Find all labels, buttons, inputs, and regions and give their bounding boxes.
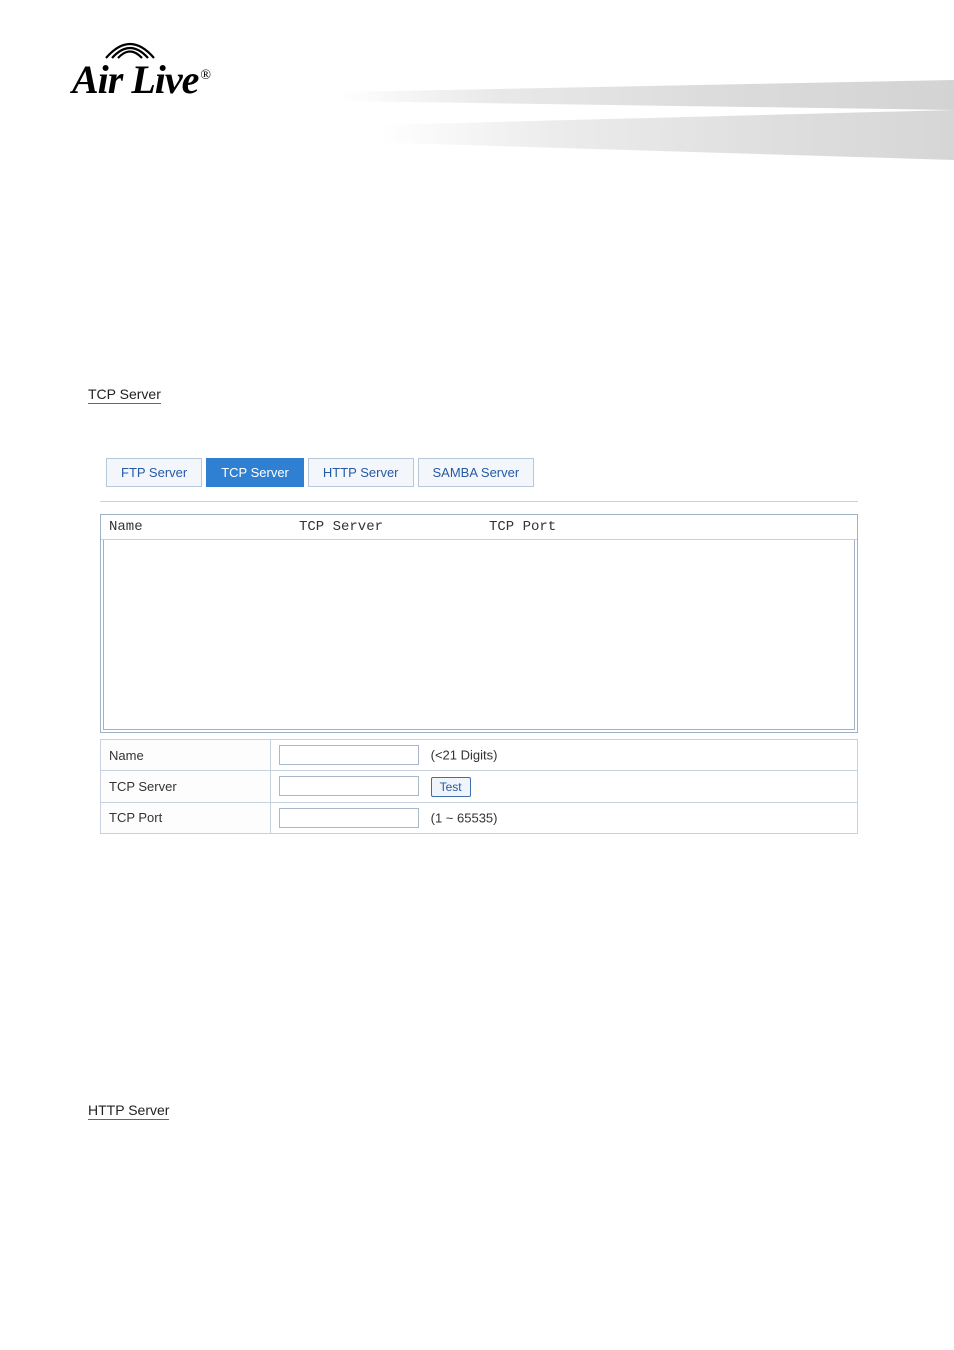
listbox-col-tcpport: TCP Port xyxy=(489,519,849,535)
section-title-tcp: TCP Server xyxy=(88,386,161,404)
label-name: Name xyxy=(101,740,271,771)
tab-samba-server[interactable]: SAMBA Server xyxy=(418,458,535,487)
config-panel: FTP Server TCP Server HTTP Server SAMBA … xyxy=(100,458,858,834)
table-row: Name (<21 Digits) xyxy=(101,740,858,771)
name-hint: (<21 Digits) xyxy=(431,748,498,763)
label-tcpport: TCP Port xyxy=(101,802,271,833)
table-row: TCP Server Test xyxy=(101,771,858,803)
tcpport-input[interactable] xyxy=(279,808,419,828)
tcpport-hint: (1 ~ 65535) xyxy=(431,810,498,825)
tcpserver-input[interactable] xyxy=(279,776,419,796)
logo-word: Air Live xyxy=(72,57,198,102)
listbox-col-name: Name xyxy=(109,519,299,535)
tab-tcp-server[interactable]: TCP Server xyxy=(206,458,304,487)
name-input[interactable] xyxy=(279,745,419,765)
server-listbox[interactable]: Name TCP Server TCP Port xyxy=(100,514,858,733)
table-row: TCP Port (1 ~ 65535) xyxy=(101,802,858,833)
brand-logo: Air Live® xyxy=(72,38,210,85)
label-tcpserver: TCP Server xyxy=(101,771,271,803)
section-title-http: HTTP Server xyxy=(88,1102,169,1120)
logo-text: Air Live® xyxy=(72,57,210,102)
tab-http-server[interactable]: HTTP Server xyxy=(308,458,414,487)
tab-bar: FTP Server TCP Server HTTP Server SAMBA … xyxy=(106,458,858,487)
listbox-header-row: Name TCP Server TCP Port xyxy=(101,515,857,540)
config-form-table: Name (<21 Digits) TCP Server Test TCP Po… xyxy=(100,739,858,834)
tab-ftp-server[interactable]: FTP Server xyxy=(106,458,202,487)
listbox-body[interactable] xyxy=(103,540,855,730)
header-swoosh xyxy=(340,80,954,170)
test-button[interactable]: Test xyxy=(431,777,471,797)
listbox-col-tcpserver: TCP Server xyxy=(299,519,489,535)
logo-registered: ® xyxy=(200,68,210,83)
